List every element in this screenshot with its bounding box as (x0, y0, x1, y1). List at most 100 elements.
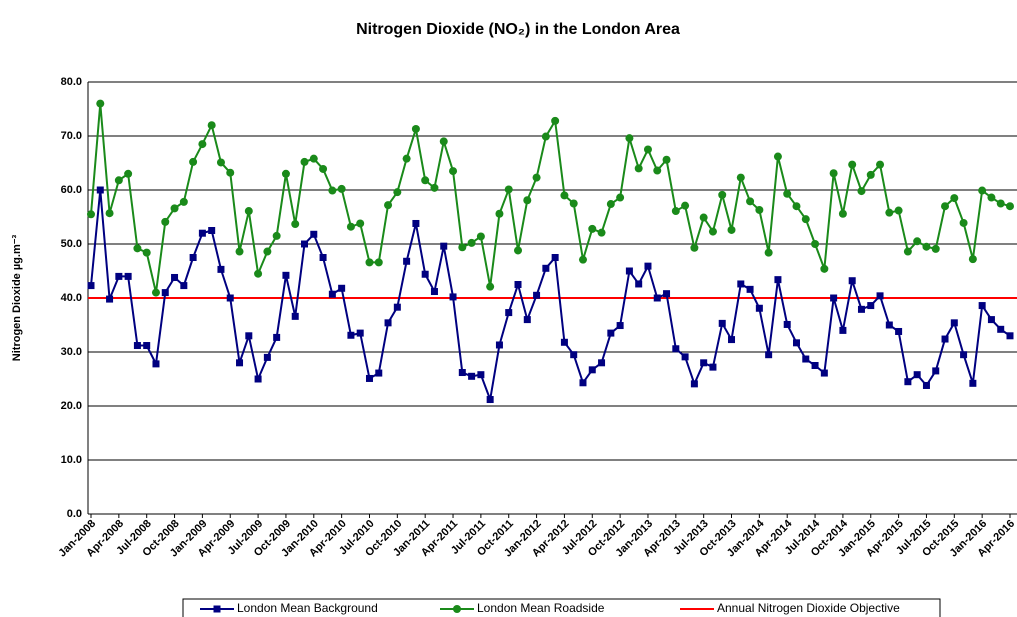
point (885, 208, 894, 217)
point (811, 362, 819, 369)
point (1006, 332, 1014, 340)
point (421, 270, 429, 278)
point (356, 219, 365, 228)
point (301, 240, 309, 248)
point (161, 217, 170, 226)
point (198, 140, 207, 149)
point (1006, 202, 1014, 211)
point (802, 355, 810, 363)
point (746, 197, 755, 206)
point (300, 157, 309, 166)
point (718, 190, 727, 199)
point (941, 335, 949, 343)
point (960, 351, 968, 359)
point (393, 188, 402, 197)
point (365, 374, 373, 382)
point (903, 247, 912, 256)
point (848, 160, 857, 169)
point (653, 294, 661, 302)
point (96, 99, 105, 108)
series-line (90, 189, 1011, 404)
point (634, 164, 643, 173)
legend-marker (453, 605, 461, 613)
point (365, 258, 374, 267)
point (765, 351, 773, 359)
point (319, 164, 328, 173)
point (477, 371, 485, 379)
point (152, 360, 160, 368)
point (374, 258, 383, 267)
point (700, 359, 708, 367)
point (598, 359, 606, 367)
legend-label: London Mean Background (237, 601, 378, 615)
point (941, 202, 950, 211)
point (411, 124, 420, 133)
y-tick-label: 50.0 (61, 238, 82, 250)
point (440, 242, 448, 250)
point (616, 322, 624, 330)
point (309, 154, 318, 163)
point (542, 264, 550, 272)
point (968, 255, 977, 264)
point (142, 248, 151, 257)
y-axis-label: Nitrogen Dioxide µg.m⁻³ (11, 234, 23, 361)
point (885, 321, 893, 329)
point (718, 319, 726, 327)
point (978, 302, 986, 310)
point (681, 353, 689, 361)
point (236, 359, 244, 367)
point (653, 166, 662, 175)
point (625, 134, 634, 143)
legend-label: London Mean Roadside (477, 601, 605, 615)
point (421, 176, 430, 185)
point (978, 186, 987, 195)
point (133, 244, 142, 253)
point (801, 215, 810, 224)
point (737, 280, 745, 288)
point (504, 185, 513, 194)
point (226, 294, 234, 302)
point (764, 248, 773, 257)
chart-title: Nitrogen Dioxide (NO₂) in the London Are… (356, 21, 680, 38)
point (625, 267, 633, 275)
point (189, 254, 197, 261)
point (198, 229, 206, 237)
point (904, 378, 912, 386)
legend-box (182, 598, 941, 617)
point (839, 326, 847, 334)
point (783, 320, 791, 328)
point (783, 189, 792, 198)
point (616, 193, 625, 202)
legend-label: Annual Nitrogen Dioxide Objective (717, 601, 900, 615)
point (273, 333, 281, 341)
point (671, 207, 680, 216)
point (430, 183, 439, 192)
point (728, 336, 736, 344)
point (254, 269, 263, 278)
point (412, 219, 420, 227)
point (402, 154, 411, 163)
point (217, 265, 225, 273)
point (514, 281, 522, 288)
point (922, 381, 930, 389)
point (235, 247, 244, 256)
point (189, 157, 198, 166)
y-tick-label: 30.0 (61, 346, 82, 358)
point (532, 173, 541, 182)
point (115, 272, 123, 280)
point (347, 331, 355, 339)
point (551, 254, 559, 261)
point (216, 158, 225, 167)
point (746, 285, 754, 293)
point (106, 295, 114, 303)
point (430, 288, 438, 296)
point (523, 196, 532, 205)
point (87, 210, 95, 219)
point (708, 227, 717, 236)
point (996, 199, 1005, 208)
point (607, 329, 615, 337)
y-tick-label: 40.0 (61, 292, 82, 304)
point (838, 209, 847, 218)
point (969, 379, 977, 387)
point (291, 220, 300, 229)
